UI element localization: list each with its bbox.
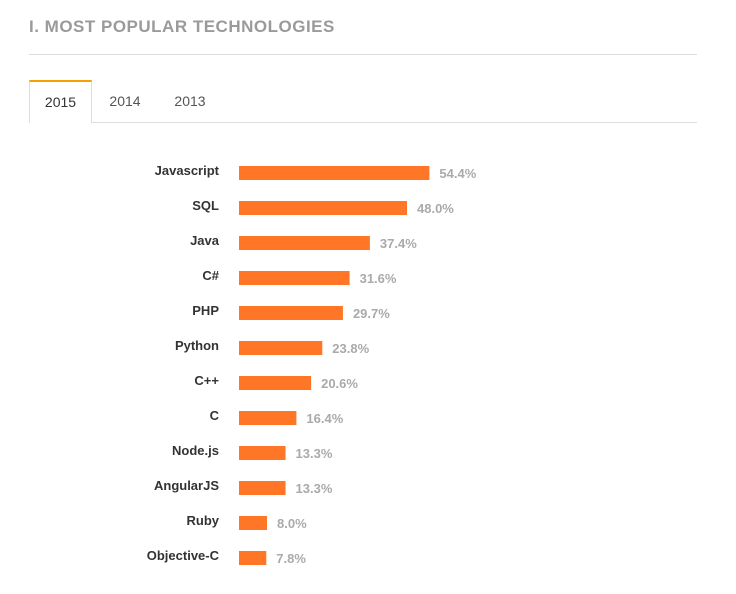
value-label-c: 31.6% xyxy=(360,271,397,286)
category-label-javascript: Javascript xyxy=(155,163,220,178)
category-label-c: C++ xyxy=(194,373,219,388)
value-label-c: 16.4% xyxy=(306,411,343,426)
category-label-python: Python xyxy=(175,338,219,353)
bar-c[interactable] xyxy=(239,411,297,425)
bar-node-js[interactable] xyxy=(239,446,286,460)
category-label-java: Java xyxy=(190,233,220,248)
value-label-php: 29.7% xyxy=(353,306,390,321)
value-label-sql: 48.0% xyxy=(417,201,454,216)
title-divider xyxy=(29,54,697,55)
value-label-node-js: 13.3% xyxy=(296,446,333,461)
bar-ruby[interactable] xyxy=(239,516,267,530)
popular-technologies-bar-chart: Javascript 54.4% SQL 48.0% Java 37.4% C# 31.6% P… xyxy=(147,163,477,566)
tab-2015[interactable]: 2015 xyxy=(29,80,92,123)
category-label-ruby: Ruby xyxy=(187,513,220,528)
category-label-c: C# xyxy=(202,268,219,283)
bar-objective-c[interactable] xyxy=(239,551,267,565)
section-title: I. MOST POPULAR TECHNOLOGIES xyxy=(29,17,335,36)
value-label-objective-c: 7.8% xyxy=(276,551,306,566)
category-label-c: C xyxy=(210,408,220,423)
bar-javascript[interactable] xyxy=(239,166,430,180)
bar-sql[interactable] xyxy=(239,201,407,215)
bar-angularjs[interactable] xyxy=(239,481,286,495)
value-label-python: 23.8% xyxy=(332,341,369,356)
value-label-javascript: 54.4% xyxy=(439,166,476,181)
bar-java[interactable] xyxy=(239,236,370,250)
bar-python[interactable] xyxy=(239,341,323,355)
category-label-node-js: Node.js xyxy=(172,443,219,458)
value-label-java: 37.4% xyxy=(380,236,417,251)
tabs-baseline xyxy=(29,122,697,123)
bar-php[interactable] xyxy=(239,306,343,320)
tab-2013[interactable]: 2013 xyxy=(174,93,206,109)
category-label-php: PHP xyxy=(192,303,219,318)
category-label-objective-c: Objective-C xyxy=(147,548,220,563)
value-label-ruby: 8.0% xyxy=(277,516,307,531)
category-label-angularjs: AngularJS xyxy=(154,478,219,493)
value-label-angularjs: 13.3% xyxy=(296,481,333,496)
bar-c[interactable] xyxy=(239,271,350,285)
year-tabs: 2015 2014 2013 xyxy=(29,80,697,123)
category-label-sql: SQL xyxy=(192,198,219,213)
tab-2014[interactable]: 2014 xyxy=(109,93,141,109)
value-label-c: 20.6% xyxy=(321,376,358,391)
bar-c[interactable] xyxy=(239,376,312,390)
